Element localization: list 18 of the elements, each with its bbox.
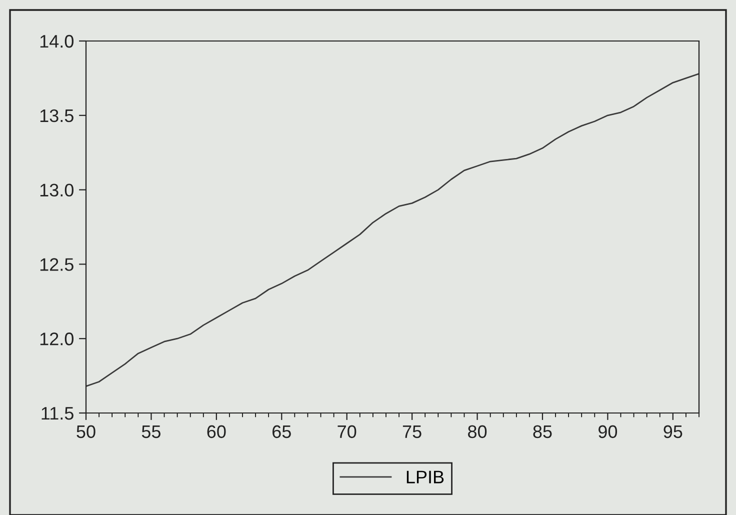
x-tick-label: 80 bbox=[468, 425, 487, 438]
x-tick-label: 65 bbox=[272, 425, 291, 438]
x-tick-label: 55 bbox=[142, 425, 160, 438]
line-series bbox=[86, 73, 699, 387]
x-tick-label: 60 bbox=[207, 425, 226, 438]
x-tick-label: 95 bbox=[664, 425, 682, 438]
x-tick-label: 90 bbox=[598, 425, 618, 438]
x-tick-label: 75 bbox=[402, 425, 422, 438]
y-tick-label: 12.5 bbox=[40, 258, 74, 271]
x-tick-label: 70 bbox=[338, 425, 356, 438]
y-tick-label: 14.0 bbox=[40, 34, 74, 48]
y-tick-label: 13.5 bbox=[40, 109, 74, 122]
legend-label: LPIB bbox=[406, 470, 444, 484]
y-tick-label: 12.0 bbox=[40, 332, 74, 346]
x-tick-label: 50 bbox=[76, 425, 96, 438]
y-tick-label: 11.5 bbox=[42, 407, 74, 420]
x-tick-label: 85 bbox=[533, 425, 552, 438]
y-tick-label: 13.0 bbox=[40, 184, 74, 197]
